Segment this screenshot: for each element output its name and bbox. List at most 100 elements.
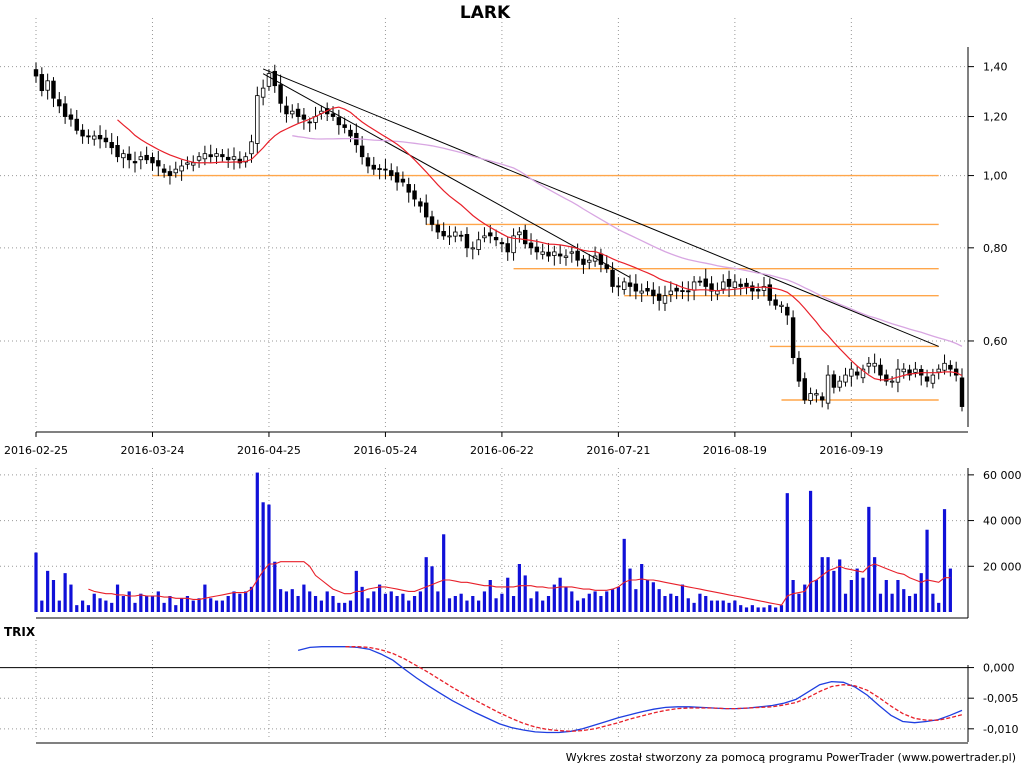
candle-body — [750, 285, 755, 292]
volume-bar — [931, 593, 935, 612]
candle — [697, 276, 703, 287]
candle-body — [668, 290, 674, 295]
volume-bar — [325, 591, 329, 612]
candle — [389, 163, 394, 181]
volume-bar — [302, 584, 306, 612]
short-moving-average — [117, 106, 963, 381]
volume-bar — [919, 573, 923, 612]
candle — [202, 145, 208, 166]
volume-bar — [581, 598, 586, 612]
candle — [418, 197, 423, 213]
candle — [97, 125, 103, 149]
candle — [785, 303, 790, 325]
candle — [936, 364, 941, 380]
candle-body — [342, 124, 347, 128]
volume-bar — [232, 591, 236, 612]
candle — [348, 124, 353, 143]
candle — [394, 166, 400, 191]
volume-bar — [63, 573, 67, 612]
candle-body — [423, 202, 429, 218]
candle-body — [767, 284, 773, 301]
candle — [540, 243, 545, 260]
volume-bar — [820, 557, 824, 612]
candle-body — [831, 374, 837, 388]
candle — [767, 278, 773, 306]
volume-bar — [669, 593, 673, 612]
volume-bar — [348, 600, 353, 612]
candle — [482, 227, 487, 243]
candle — [790, 310, 796, 365]
volume-bar — [471, 596, 475, 612]
volume-bar — [523, 575, 527, 612]
trix-y-tick-label: 0,000 — [983, 662, 1015, 675]
candle-body — [517, 231, 522, 236]
candle — [639, 283, 644, 302]
volume-bar — [179, 598, 184, 612]
candle — [668, 281, 674, 303]
volume-bar — [902, 589, 906, 612]
volume-bar — [785, 493, 789, 612]
volume-bar — [628, 568, 632, 612]
candle — [779, 301, 784, 313]
candle — [429, 210, 435, 232]
volume-bar — [185, 596, 190, 612]
volume-bar — [407, 600, 411, 612]
candle — [703, 268, 708, 296]
candle-body — [441, 230, 446, 237]
candle-body — [656, 293, 662, 301]
candle — [592, 246, 598, 267]
volume-bar — [558, 577, 562, 612]
candle — [744, 278, 749, 295]
candle — [895, 359, 901, 393]
candle-body — [74, 118, 79, 131]
candle-body — [255, 95, 260, 144]
volume-bar — [937, 602, 941, 612]
candle — [953, 361, 959, 382]
candle — [872, 353, 877, 374]
candle — [371, 156, 376, 175]
volume-bar — [150, 596, 155, 612]
volume-bar — [86, 605, 91, 612]
candle — [400, 171, 406, 187]
volume-bar — [506, 577, 510, 612]
volume-bar — [121, 596, 125, 612]
candle-body — [557, 253, 563, 257]
candle — [523, 224, 528, 249]
candle-body — [721, 281, 726, 290]
candle — [884, 369, 889, 386]
volume-bar — [168, 596, 172, 612]
candle-body — [482, 235, 487, 239]
candle-body — [447, 235, 452, 238]
candle-body — [563, 255, 569, 258]
volume-bar — [331, 596, 335, 612]
candle-body — [284, 105, 289, 115]
candle-body — [802, 378, 807, 401]
candle-body — [761, 286, 767, 291]
candle — [51, 77, 56, 108]
candle — [295, 103, 301, 124]
long-moving-average — [292, 135, 963, 347]
candle — [959, 368, 965, 412]
volume-bar — [913, 593, 918, 612]
volume-bar — [605, 591, 609, 612]
volume-bar — [465, 600, 469, 612]
candle-body — [132, 161, 138, 164]
candle-body — [464, 234, 470, 249]
candle-body — [412, 190, 417, 200]
volume-bar — [209, 598, 213, 612]
volume-bar — [197, 598, 201, 612]
candle — [150, 152, 155, 171]
volume-bar — [564, 586, 568, 612]
volume-bar — [360, 586, 364, 612]
candle-body — [330, 113, 336, 117]
volume-bar — [488, 580, 492, 612]
candle-body — [453, 231, 458, 237]
candle — [557, 244, 563, 265]
volume-bar — [640, 564, 644, 612]
volume-bar — [383, 593, 388, 612]
candle — [866, 356, 872, 374]
candle-body — [493, 237, 499, 241]
candle — [709, 276, 714, 301]
candle-body — [214, 153, 219, 157]
candle — [121, 149, 126, 169]
